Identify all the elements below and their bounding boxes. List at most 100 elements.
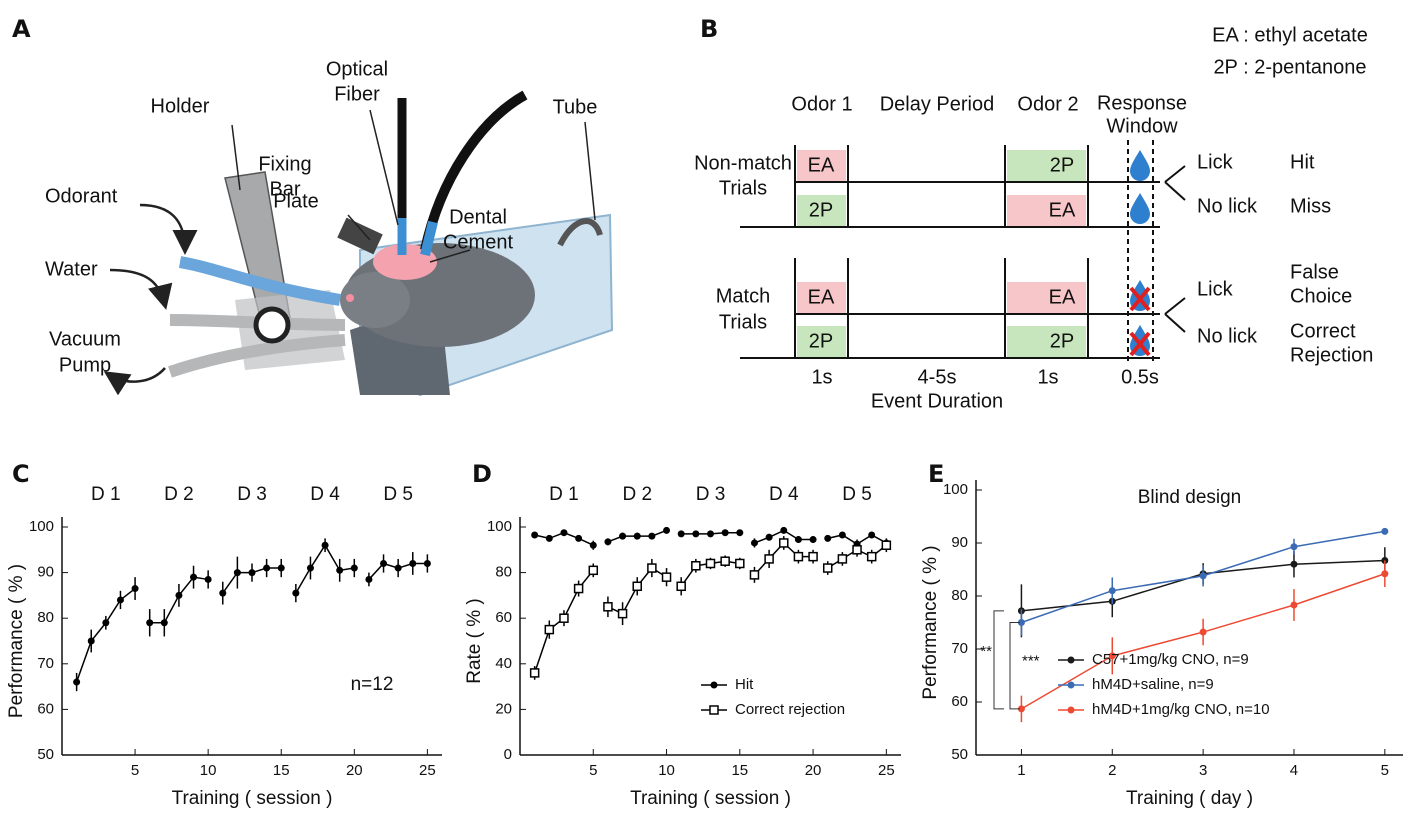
x-tick-label: 20 <box>805 762 822 779</box>
marker <box>531 669 539 677</box>
marker <box>161 619 168 626</box>
marker <box>395 565 402 572</box>
marker <box>351 565 358 572</box>
outcome-label: Hit <box>1290 151 1315 173</box>
legend-label: Correct rejection <box>735 701 845 718</box>
marker <box>132 585 139 592</box>
x-tick-label: 5 <box>131 762 139 779</box>
group-label: D 5 <box>383 484 413 505</box>
marker <box>707 559 715 567</box>
water-drop <box>1130 193 1150 224</box>
group-label: D 3 <box>696 484 726 505</box>
arrow <box>108 368 165 382</box>
panel-letter: C <box>12 460 30 488</box>
marker <box>336 567 343 574</box>
marker <box>88 638 95 645</box>
label: Optical <box>326 58 388 80</box>
period-label: Odor 1 <box>791 93 852 115</box>
marker <box>824 535 831 542</box>
marker <box>102 619 109 626</box>
period-label: Delay Period <box>880 93 995 115</box>
label: Holder <box>151 95 210 117</box>
outcome-label: Choice <box>1290 285 1352 307</box>
marker <box>604 603 612 611</box>
marker <box>546 535 553 542</box>
marker <box>736 559 744 567</box>
box-label: EA <box>808 286 835 308</box>
drops <box>1130 150 1150 356</box>
marker <box>868 553 876 561</box>
y-tick-label: 80 <box>951 587 968 604</box>
series-line <box>296 545 354 593</box>
panel-letter: E <box>928 460 944 488</box>
label: Fiber <box>334 83 380 105</box>
y-tick-label: 90 <box>951 534 968 551</box>
panel-letter: D <box>472 460 492 488</box>
period-label: Response <box>1097 92 1187 114</box>
mouse-nose <box>346 294 354 302</box>
row-label: Trials <box>719 311 767 333</box>
y-tick-label: 80 <box>495 564 512 581</box>
marker <box>175 592 182 599</box>
x-tick-label: 4 <box>1290 762 1298 779</box>
y-tick-label: 80 <box>37 609 54 626</box>
label: Water <box>45 258 98 280</box>
response-label: Lick <box>1197 151 1234 173</box>
marker <box>780 527 787 534</box>
y-tick-label: 60 <box>951 693 968 710</box>
marker <box>249 569 256 576</box>
marker <box>809 553 817 561</box>
figure: A B C D E Holder Optical Fiber Fi <box>0 0 1409 808</box>
marker <box>619 533 626 540</box>
x-tick-label: 1 <box>1017 762 1025 779</box>
box-label: EA <box>808 154 835 176</box>
group-label: D 3 <box>237 484 267 505</box>
duration: 4-5s <box>918 366 957 388</box>
marker <box>868 531 875 538</box>
significance-label: ** <box>980 643 992 660</box>
marker <box>1109 587 1116 594</box>
series-line <box>77 589 135 682</box>
marker <box>794 553 802 561</box>
marker <box>692 530 699 537</box>
key: EA : ethyl acetate <box>1212 24 1368 46</box>
marker <box>575 585 583 593</box>
marker <box>824 564 832 572</box>
legend-marker <box>711 682 718 689</box>
outcome-label: Correct <box>1290 320 1356 342</box>
marker <box>219 590 226 597</box>
significance-bracket <box>1010 623 1020 709</box>
y-tick-label: 20 <box>495 700 512 717</box>
significance-label: *** <box>1022 653 1040 670</box>
x-tick-label: 25 <box>878 762 895 779</box>
response-label: No lick <box>1197 195 1258 217</box>
key: 2P : 2-pentanone <box>1213 56 1366 78</box>
x-tick-label: 20 <box>346 762 363 779</box>
marker <box>663 573 671 581</box>
label: Cement <box>443 231 513 253</box>
y-tick-label: 60 <box>37 700 54 717</box>
marker <box>531 531 538 538</box>
marker <box>663 527 670 534</box>
marker <box>722 529 729 536</box>
marker <box>838 555 846 563</box>
marker <box>365 576 372 583</box>
marker <box>117 596 124 603</box>
duration: 1s <box>1037 366 1058 388</box>
setup-illustration <box>108 95 612 395</box>
x-tick-label: 10 <box>658 762 675 779</box>
legend-marker <box>710 706 718 714</box>
group-label: D 4 <box>310 484 340 505</box>
box-label: 2P <box>809 199 833 221</box>
group-label: D 1 <box>549 484 579 505</box>
marker <box>424 560 431 567</box>
period-label: Window <box>1106 115 1178 137</box>
x-axis-label: Training ( day ) <box>1126 788 1253 808</box>
label: Vacuum <box>49 328 121 350</box>
marker <box>1290 543 1297 550</box>
y-tick-label: 70 <box>37 655 54 672</box>
legend-label: Hit <box>735 676 754 693</box>
arrow <box>110 270 165 305</box>
y-tick-label: 100 <box>487 518 512 535</box>
row-label: Non-match <box>694 152 792 174</box>
